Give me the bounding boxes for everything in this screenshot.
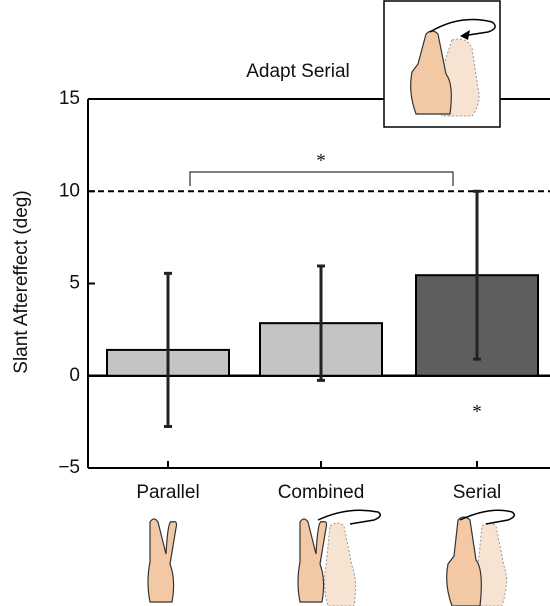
inset-icon — [383, 0, 501, 128]
annotation: * — [316, 150, 326, 171]
y-axis-label: Slant Aftereffect (deg) — [11, 190, 32, 373]
x-tick-label: Combined — [278, 482, 365, 503]
significance-bracket — [189, 171, 454, 186]
y-tick-label: −5 — [58, 457, 80, 478]
y-tick-label: 15 — [59, 88, 80, 109]
y-tick-label: 10 — [59, 180, 80, 201]
hand-icons — [147, 509, 515, 606]
chart-title: Adapt Serial — [246, 61, 350, 82]
x-tick-label: Parallel — [136, 482, 199, 503]
x-tick-label: Serial — [453, 482, 502, 503]
annotation: * — [472, 401, 482, 422]
y-tick-label: 5 — [69, 273, 80, 294]
y-tick-label: 0 — [69, 365, 80, 386]
